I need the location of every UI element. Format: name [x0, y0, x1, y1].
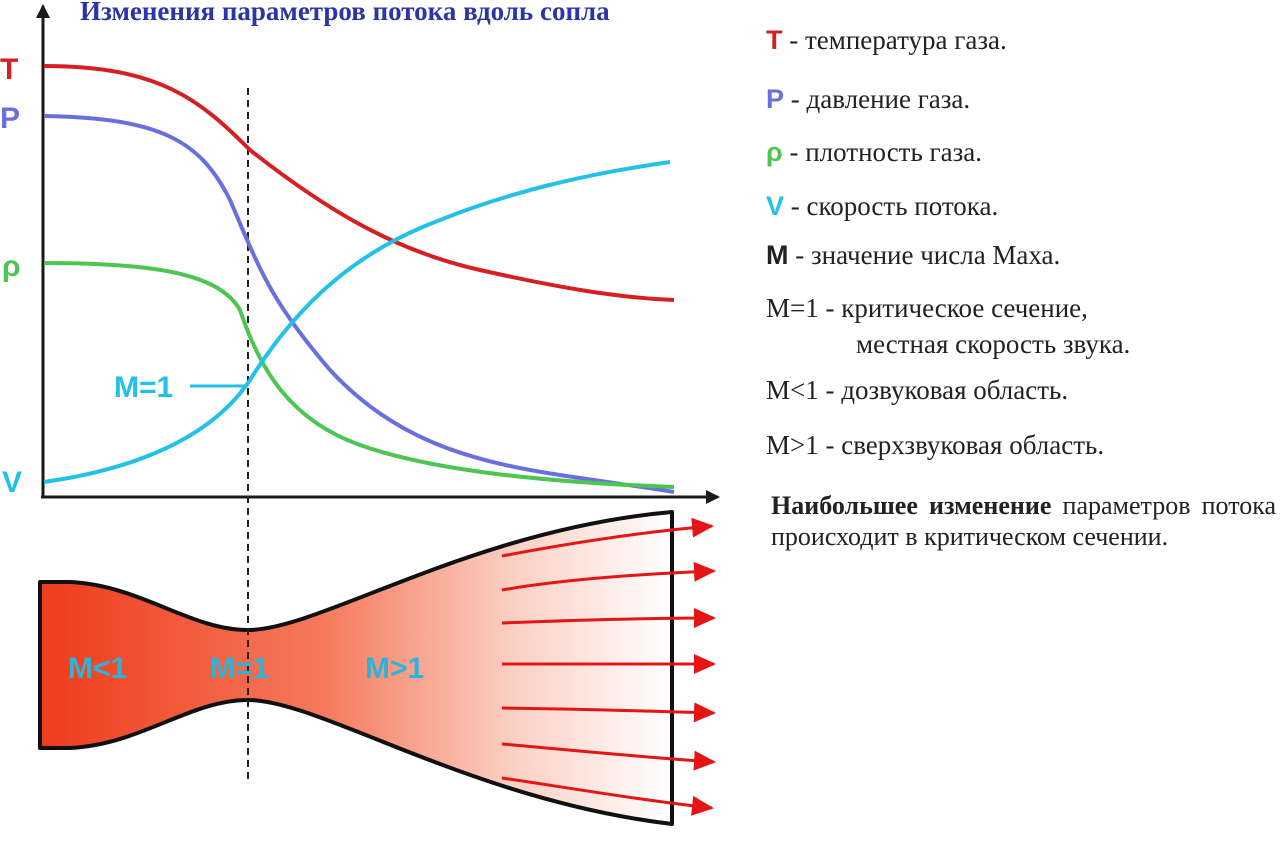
legend-symbol: M>1	[766, 430, 819, 460]
exhaust-arrow-7	[501, 776, 714, 816]
exhaust-arrow-5	[501, 702, 716, 723]
legend-symbol: M=1	[766, 293, 819, 323]
conclusion-note-rest: параметров потока происходит в критическ…	[771, 491, 1276, 552]
region-label-subsonic: M<1	[68, 652, 127, 685]
legend-text: - критическое сечение,	[818, 293, 1088, 323]
pressure-curve	[43, 114, 675, 494]
velocity-curve	[43, 160, 671, 484]
legend-item-pressure: P - давление газа.	[766, 83, 970, 116]
temperature-curve	[43, 64, 675, 302]
axis-label-p: P	[0, 102, 20, 135]
legend-symbol: M<1	[766, 375, 819, 405]
legend-item-critical: M=1 - критическое сечение,	[766, 292, 1088, 325]
legend-item-critical-cont: местная скорость звука.	[766, 328, 1130, 361]
legend-item-mach: M - значение числа Маха.	[766, 239, 1060, 272]
density-curve	[43, 261, 675, 489]
legend-item-density: ρ - плотность газа.	[766, 136, 982, 169]
legend-text: - сверхзвуковая область.	[818, 430, 1105, 460]
exhaust-arrow-3	[501, 608, 716, 629]
legend-item-subsonic: M<1 - дозвуковая область.	[766, 374, 1068, 407]
exhaust-arrows	[501, 517, 716, 816]
legend-text: - скорость потока.	[784, 191, 999, 221]
legend-symbol: T	[766, 25, 783, 55]
conclusion-note-bold: Наибольшее изменение	[771, 491, 1052, 520]
conclusion-note: Наибольшее изменение параметров потока п…	[771, 490, 1276, 552]
critical-annotation-label: M=1	[114, 371, 173, 404]
axis-label-v: V	[2, 466, 22, 499]
legend-item-velocity: V - скорость потока.	[766, 190, 998, 223]
legend-symbol: M	[766, 240, 789, 270]
axis-label-rho: ρ	[2, 250, 21, 283]
legend-symbol: V	[766, 191, 785, 221]
legend-text-continuation: местная скорость звука.	[856, 329, 1131, 359]
legend-symbol: ρ	[766, 137, 783, 167]
legend-text: - значение числа Маха.	[788, 240, 1061, 270]
legend-item-supersonic: M>1 - сверхзвуковая область.	[766, 429, 1104, 462]
exhaust-arrow-1	[501, 517, 714, 558]
legend-text: - температура газа.	[782, 25, 1007, 55]
region-label-critical: M=1	[210, 652, 269, 685]
axis-label-t: T	[0, 53, 18, 86]
legend-item-temperature: T - температура газа.	[766, 24, 1007, 57]
exhaust-arrow-2	[501, 561, 716, 592]
legend-text: - плотность газа.	[782, 137, 983, 167]
region-label-supersonic: M>1	[365, 652, 424, 685]
diagram-title: Изменения параметров потока вдоль сопла	[80, 0, 610, 26]
nozzle-body	[38, 510, 674, 826]
exhaust-arrow-6	[501, 742, 716, 771]
legend-text: - дозвуковая область.	[818, 375, 1069, 405]
legend-symbol: P	[766, 84, 785, 114]
legend-text: - давление газа.	[784, 84, 971, 114]
